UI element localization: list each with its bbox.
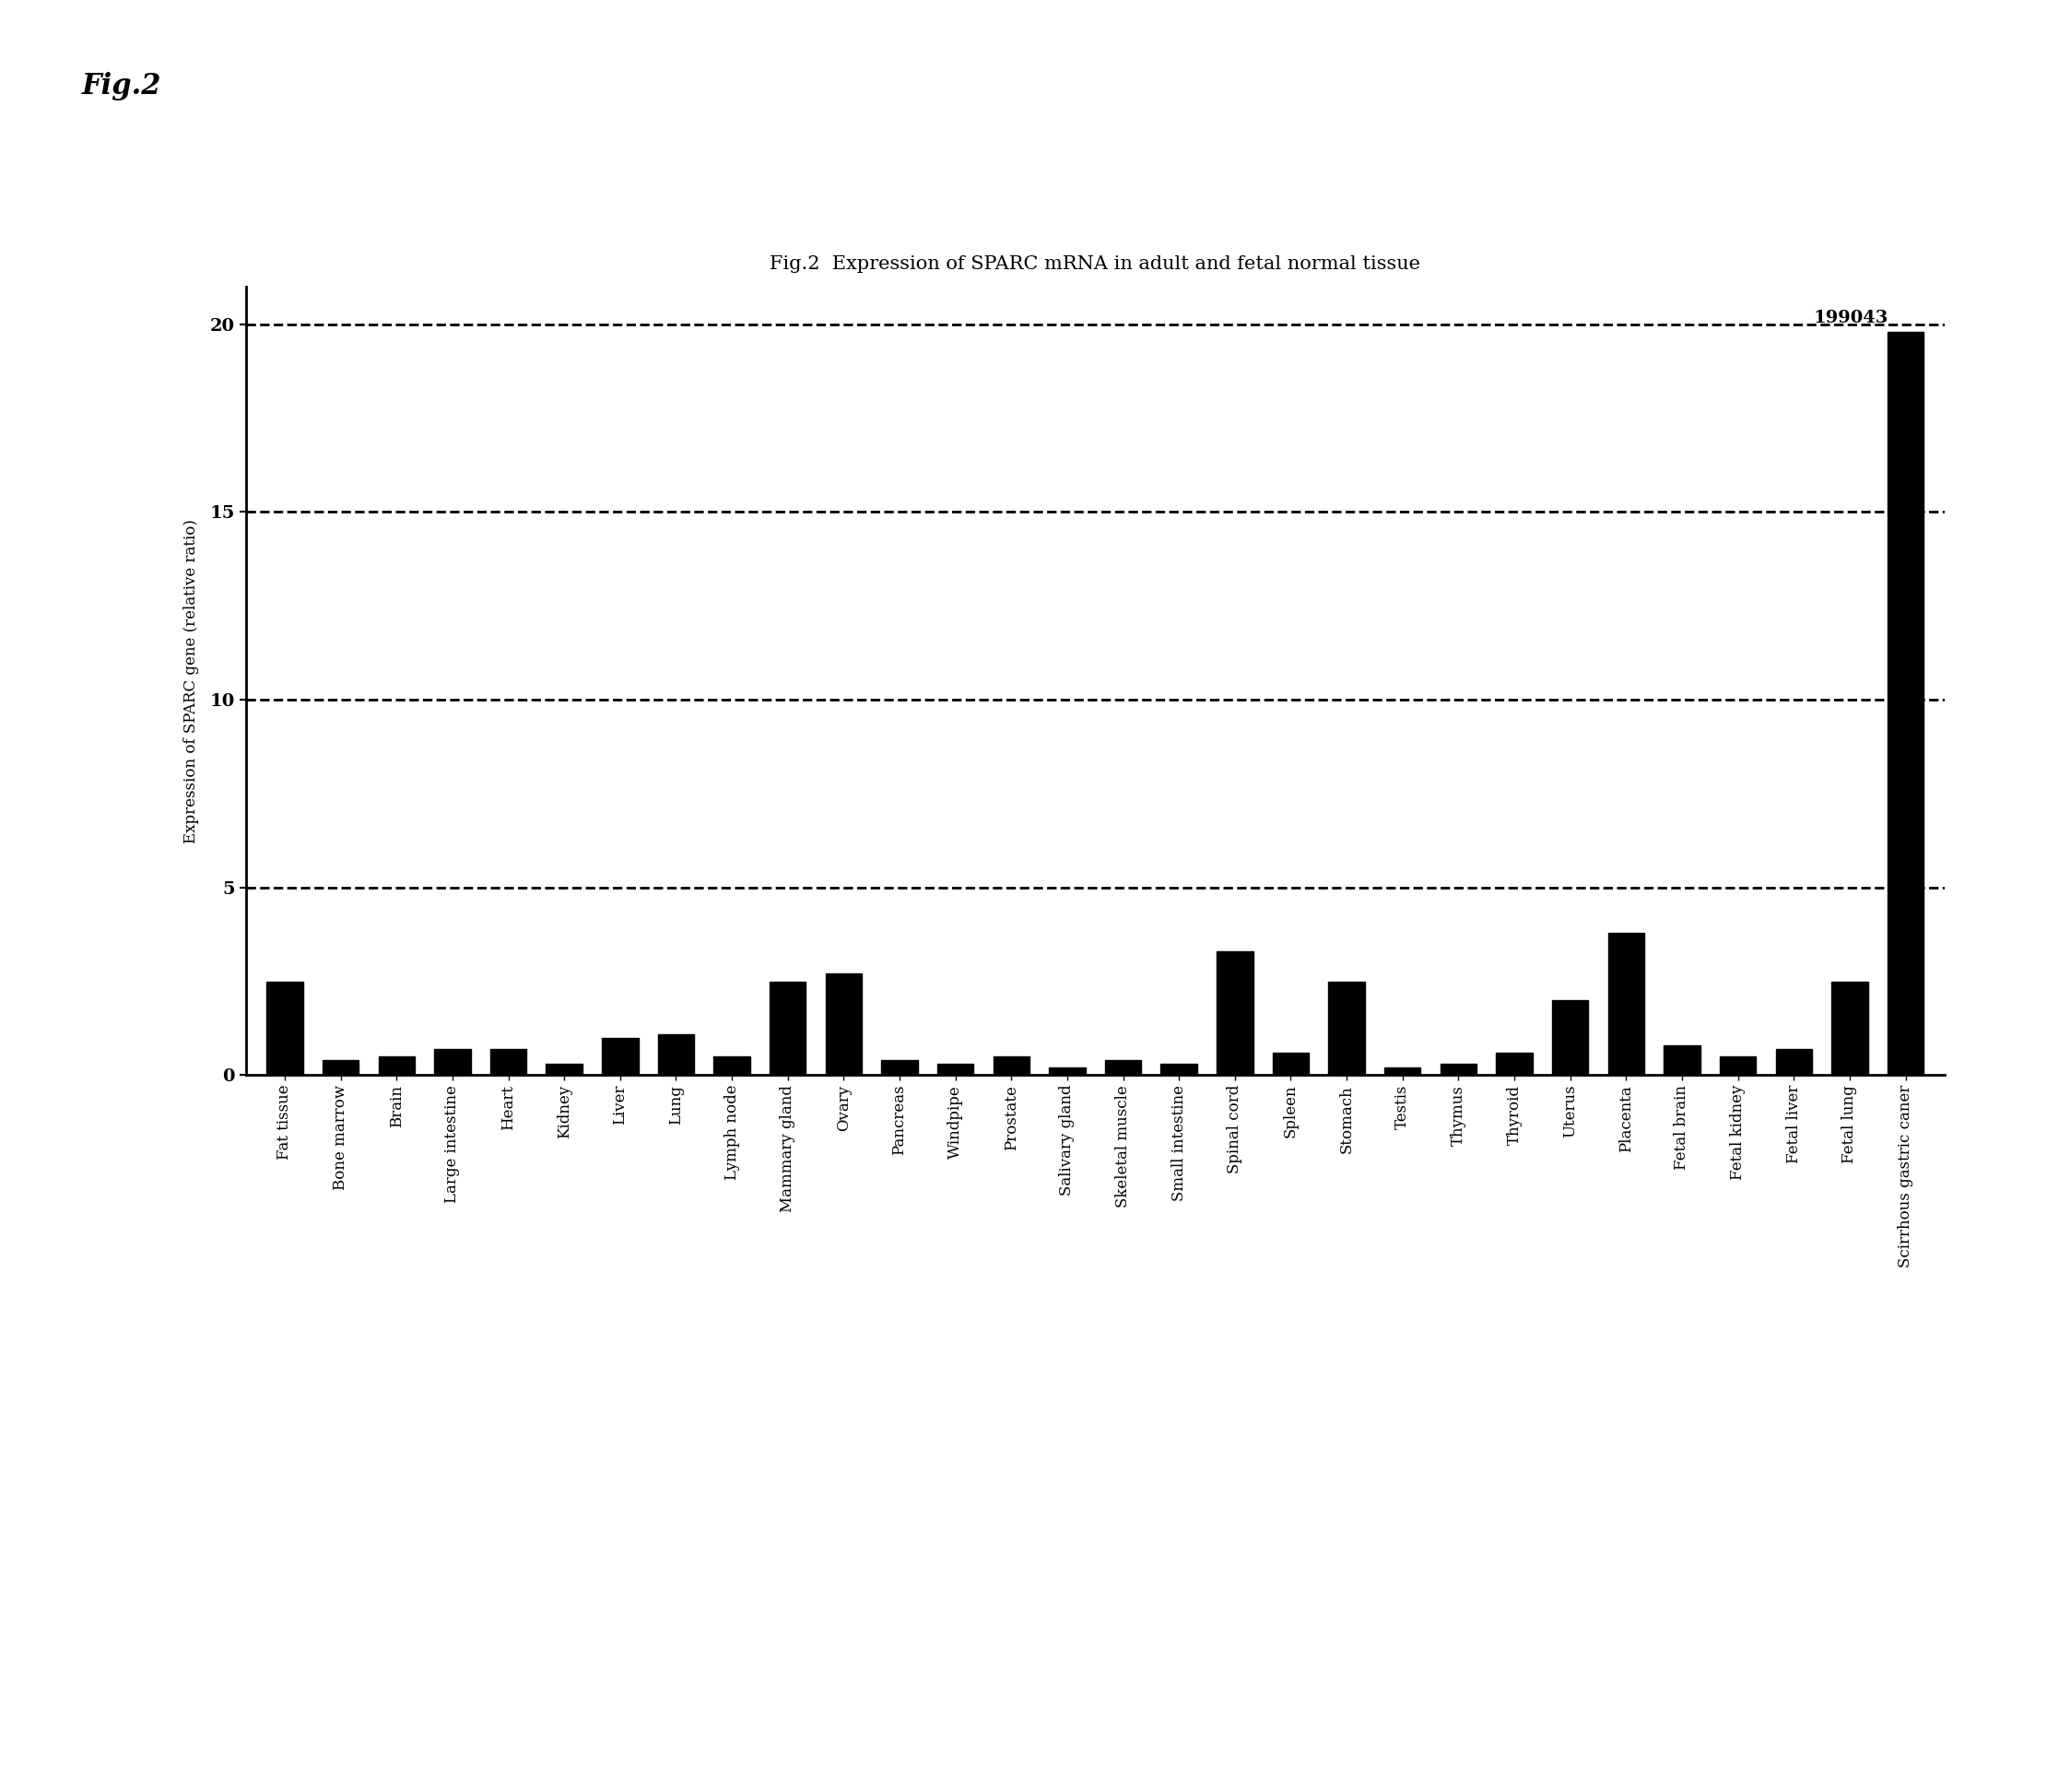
Bar xyxy=(1048,1068,1085,1075)
Bar xyxy=(1105,1061,1142,1075)
Title: Fig.2  Expression of SPARC mRNA in adult and fetal normal tissue: Fig.2 Expression of SPARC mRNA in adult … xyxy=(770,254,1421,272)
Bar xyxy=(1384,1068,1421,1075)
Bar xyxy=(825,973,862,1075)
Bar xyxy=(489,1048,526,1075)
Text: Fig.2: Fig.2 xyxy=(82,72,162,100)
Bar xyxy=(1496,1052,1533,1075)
Bar xyxy=(1552,1000,1588,1075)
Bar xyxy=(657,1034,694,1075)
Text: 199043: 199043 xyxy=(1814,310,1889,326)
Bar xyxy=(1161,1064,1197,1075)
Bar xyxy=(938,1064,974,1075)
Bar xyxy=(993,1057,1030,1075)
Y-axis label: Expression of SPARC gene (relative ratio): Expression of SPARC gene (relative ratio… xyxy=(184,518,199,844)
Bar xyxy=(1216,952,1253,1075)
Bar xyxy=(1719,1057,1756,1075)
Bar xyxy=(1329,982,1365,1075)
Bar xyxy=(1441,1064,1476,1075)
Bar xyxy=(323,1061,358,1075)
Bar xyxy=(714,1057,749,1075)
Bar xyxy=(547,1064,581,1075)
Bar xyxy=(379,1057,416,1075)
Bar xyxy=(602,1038,639,1075)
Bar xyxy=(1273,1052,1308,1075)
Bar xyxy=(882,1061,917,1075)
Bar xyxy=(770,982,807,1075)
Bar xyxy=(1887,332,1924,1075)
Bar xyxy=(1775,1048,1812,1075)
Bar xyxy=(1832,982,1867,1075)
Bar xyxy=(266,982,303,1075)
Bar xyxy=(1609,932,1644,1075)
Bar xyxy=(1664,1045,1701,1075)
Bar xyxy=(434,1048,471,1075)
